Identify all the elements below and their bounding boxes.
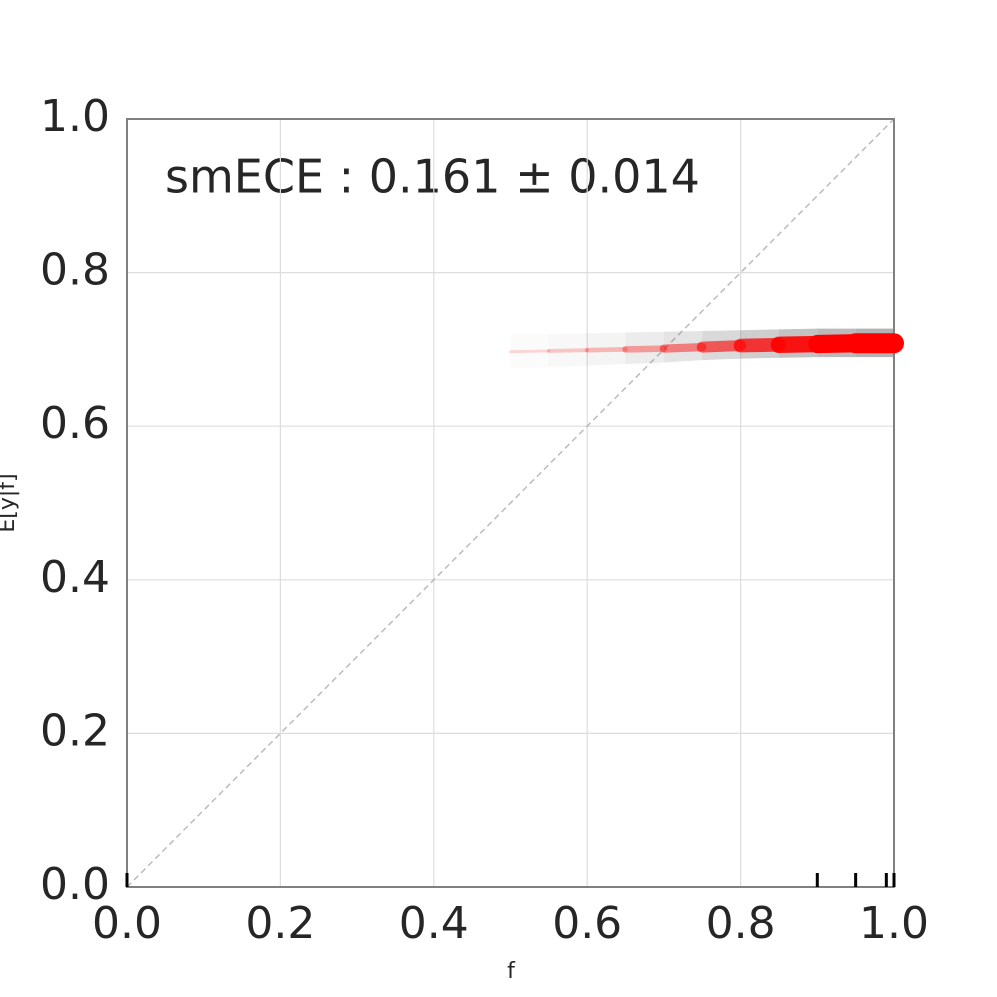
annotation: smECE : 0.161 ± 0.014 [165, 150, 700, 204]
diagonal [126, 118, 895, 888]
confidence-band [587, 332, 626, 366]
calibration-segment [622, 345, 668, 353]
x-tick-label: 0.2 [245, 898, 315, 949]
y-tick-label: 0.2 [40, 705, 110, 756]
y-tick-label: 0.8 [40, 245, 110, 296]
x-axis-label: f [507, 959, 516, 984]
x-tick-label: 0.8 [706, 898, 776, 949]
confidence-band [548, 333, 588, 368]
x-tick-label: 1.0 [859, 898, 929, 949]
y-tick-label: 0.0 [40, 859, 110, 910]
calibration-segment [546, 348, 590, 353]
x-tick-label: 0.4 [399, 898, 469, 949]
calibration-segment [659, 342, 707, 353]
y-axis-label: E[y|f] [0, 473, 20, 532]
confidence-band [625, 331, 664, 364]
calibration-segment [509, 349, 551, 354]
y-tick-label: 1.0 [40, 91, 110, 142]
x-tick-label: 0.6 [552, 898, 622, 949]
y-tick-label: 0.6 [40, 398, 110, 449]
x-tick-label: 0.0 [92, 898, 162, 949]
confidence-band [663, 330, 703, 363]
calibration-segment [584, 347, 628, 353]
plot-frame [126, 118, 895, 888]
y-tick-label: 0.4 [40, 552, 110, 603]
